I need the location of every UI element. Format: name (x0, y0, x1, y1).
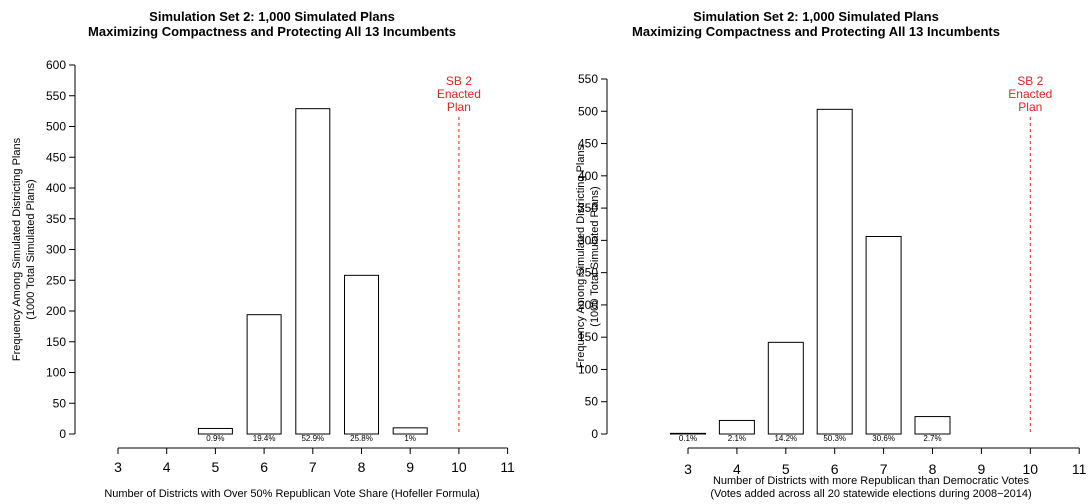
enacted-plan-annotation: Plan (1018, 100, 1042, 114)
bar (670, 432, 706, 435)
y-tick-label: 500 (578, 104, 598, 118)
y-tick-label: 300 (46, 243, 66, 257)
bar-data-label: 19.4% (253, 434, 276, 443)
x-tick-label: 11 (1072, 461, 1087, 477)
y-tick-label: 100 (46, 366, 66, 380)
y-tick-label: 150 (578, 330, 598, 344)
chart-title-line-1: Simulation Set 2: 1,000 Simulated Plans (693, 9, 939, 24)
y-tick-label: 550 (578, 72, 598, 86)
y-tick-label: 200 (46, 304, 66, 318)
bar (914, 416, 951, 435)
chart-subtitle: Maximizing Compactness and Protecting Al… (632, 24, 1000, 39)
enacted-plan-annotation: Enacted (1008, 87, 1052, 101)
x-tick-label: 4 (733, 461, 741, 477)
bar-data-label: 1% (404, 434, 416, 443)
bar-data-label: 25.8% (350, 434, 373, 443)
bar-data-label: 50.3% (823, 434, 846, 443)
bar (767, 341, 804, 435)
bar (392, 427, 428, 435)
bar (246, 314, 282, 435)
chart-subtitle: Maximizing Compactness and Protecting Al… (88, 24, 456, 39)
bar (816, 108, 853, 435)
x-tick-label: 6 (831, 461, 839, 477)
y-tick-label: 600 (46, 58, 66, 72)
x-tick-label: 10 (451, 459, 467, 475)
bar-data-label: 14.2% (774, 434, 797, 443)
y-tick-label: 50 (585, 395, 599, 409)
y-tick-label: 200 (578, 298, 598, 312)
x-tick-label: 5 (212, 459, 220, 475)
y-axis-subtitle: (1000 Total Simulated Plans) (25, 179, 37, 319)
y-tick-label: 0 (591, 427, 598, 441)
x-tick-label: 4 (163, 459, 171, 475)
x-tick-label: 11 (500, 459, 515, 475)
chart-title-line-1: Simulation Set 2: 1,000 Simulated Plans (149, 9, 395, 24)
bar-data-label: 0.9% (206, 434, 224, 443)
bar-chart-right: 0 50 100 150 200 250 300 350 400 450 500 550 3 4 5 6 7 8 9… (575, 72, 1087, 500)
enacted-plan-annotation: SB 2 (446, 74, 472, 88)
bar (295, 108, 331, 435)
bar-data-label: 2.7% (923, 434, 941, 443)
y-axis-title: Frequency Among Simulated Districting Pl… (575, 144, 587, 368)
x-axis-subtitle: (Votes added across all 20 statewide ele… (710, 488, 1031, 500)
x-tick-label: 9 (406, 459, 414, 475)
y-tick-label: 500 (46, 120, 66, 134)
y-tick-label: 400 (46, 181, 66, 195)
y-tick-label: 150 (46, 335, 66, 349)
x-axis-title: Number of Districts with more Republican… (713, 475, 1030, 487)
x-tick-label: 10 (1023, 461, 1039, 477)
y-tick-label: 350 (46, 212, 66, 226)
x-tick-label: 3 (684, 461, 692, 477)
y-tick-label: 400 (578, 169, 598, 183)
x-tick-label: 7 (880, 461, 888, 477)
y-tick-label: 100 (578, 362, 598, 376)
bar (865, 235, 902, 435)
chart-panel-right: Simulation Set 2: 1,000 Simulated Plans … (544, 0, 1088, 504)
x-tick-label: 9 (978, 461, 986, 477)
y-axis-subtitle: (1000 Total Simulated Plans) (589, 186, 601, 326)
bar (718, 419, 755, 435)
x-tick-label: 8 (929, 461, 937, 477)
enacted-plan-annotation: Plan (447, 100, 471, 114)
y-tick-label: 550 (46, 89, 66, 103)
bar-data-label: 52.9% (301, 434, 324, 443)
bar-data-label: 0.1% (679, 434, 697, 443)
chart-title: Simulation Set 2: 1,000 Simulated Plans … (0, 9, 544, 39)
enacted-plan-annotation: SB 2 (1017, 74, 1043, 88)
bar-data-label: 30.6% (872, 434, 895, 443)
bar (344, 274, 379, 435)
y-tick-label: 350 (578, 201, 598, 215)
chart-panel-left: Simulation Set 2: 1,000 Simulated Plans … (0, 9, 544, 500)
x-tick-label: 8 (358, 459, 366, 475)
y-tick-label: 250 (46, 273, 66, 287)
bar-data-label: 2.1% (728, 434, 746, 443)
y-tick-label: 0 (59, 427, 66, 441)
x-tick-label: 7 (309, 459, 317, 475)
bar-chart-left: 0 50 100 150 200 250 300 350 400 450 500 550 600 3 4 5 6… (11, 58, 515, 500)
x-tick-label: 6 (260, 459, 268, 475)
y-tick-label: 300 (578, 233, 598, 247)
enacted-plan-annotation: Enacted (437, 87, 481, 101)
bar (197, 427, 233, 435)
x-tick-label: 3 (114, 459, 122, 475)
y-axis-title: Frequency Among Simulated Districting Pl… (11, 137, 23, 361)
y-tick-label: 450 (578, 137, 598, 151)
y-tick-label: 250 (578, 266, 598, 280)
x-tick-label: 5 (782, 461, 790, 477)
y-tick-label: 50 (53, 396, 67, 410)
x-axis-title: Number of Districts with Over 50% Republ… (104, 488, 479, 500)
y-tick-label: 450 (46, 150, 66, 164)
chart-title: Simulation Set 2: 1,000 Simulated Plans … (544, 9, 1088, 39)
